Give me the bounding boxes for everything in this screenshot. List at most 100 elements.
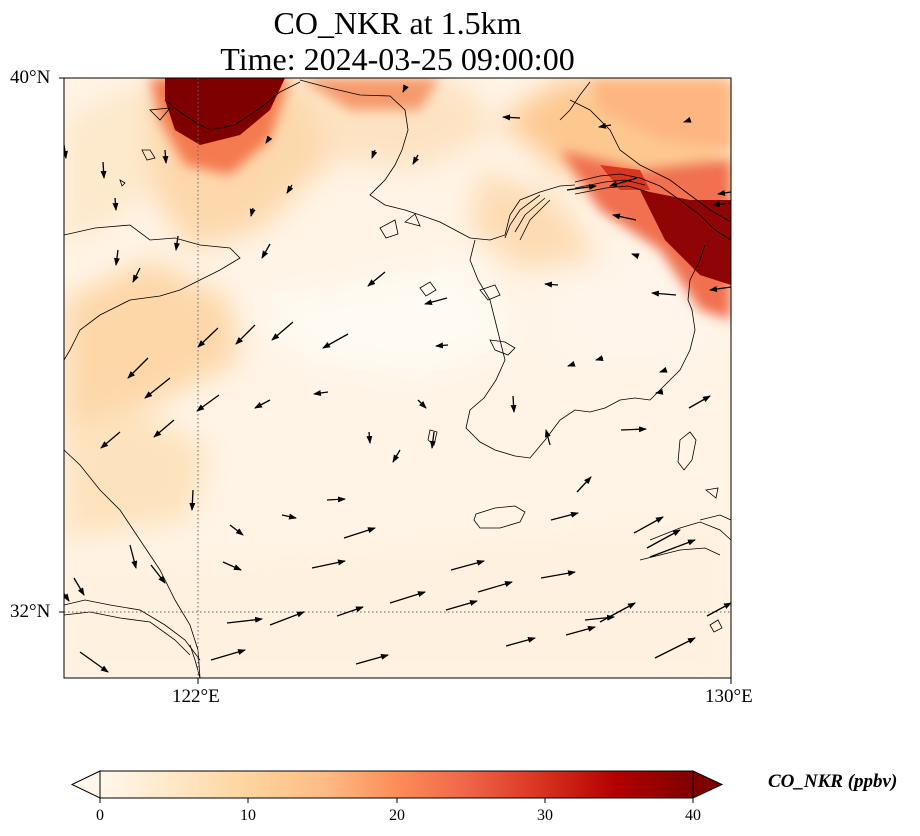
colorbar-tick-0: 0 xyxy=(96,807,104,824)
wind-vector-arrow xyxy=(100,431,121,449)
wind-vector-arrow xyxy=(654,637,696,659)
wind-vector-arrow xyxy=(235,324,256,345)
wind-vector-arrow xyxy=(343,527,376,539)
wind-vector-arrow xyxy=(649,539,696,558)
wind-vector-arrow xyxy=(144,377,171,399)
wind-vector-arrow xyxy=(550,511,579,521)
colorbar-tick-20: 20 xyxy=(389,807,405,824)
wind-vector-arrow xyxy=(584,614,615,621)
wind-vector-arrow xyxy=(567,360,576,367)
concentration-field xyxy=(64,78,731,678)
wind-vector-arrow xyxy=(113,249,120,266)
wind-vector-arrow xyxy=(322,333,349,349)
wind-vector-arrow xyxy=(269,611,305,626)
wind-vector-arrow xyxy=(659,366,668,373)
wind-vector-arrow xyxy=(655,388,664,395)
colorbar-gradient xyxy=(100,771,693,798)
lat-label-40: 40°N xyxy=(10,67,51,88)
colorbar-extend-max xyxy=(692,770,724,799)
map-title: CO_NKR at 1.5km xyxy=(273,5,522,41)
wind-vector-arrow xyxy=(355,654,389,665)
wind-vector-arrow xyxy=(646,529,681,549)
colorbar-extend-min xyxy=(70,770,101,799)
wind-vector-arrow xyxy=(64,592,70,602)
wind-vector-arrow xyxy=(226,616,263,624)
wind-vector-arrow xyxy=(281,513,297,520)
colorbar-tick-40: 40 xyxy=(685,807,701,824)
wind-vector-arrow xyxy=(153,419,175,438)
wind-vector-arrow xyxy=(229,524,244,536)
wind-vector-arrow xyxy=(450,559,485,571)
colorbar xyxy=(70,770,724,803)
gridlines xyxy=(64,78,731,678)
wind-vector-arrow xyxy=(73,577,85,596)
colorbar-label: CO_NKR (ppbv) xyxy=(768,771,898,792)
wind-vector-arrow xyxy=(717,189,731,196)
wind-vector-arrow xyxy=(271,321,294,341)
wind-vector-arrow xyxy=(100,161,107,179)
axis-ticks xyxy=(59,77,732,684)
wind-vector-arrow xyxy=(265,135,273,144)
wind-vector-arrow xyxy=(565,625,596,636)
wind-vector-arrow xyxy=(249,207,256,217)
wind-vector-arrow xyxy=(424,297,448,306)
wind-vector-arrow xyxy=(540,570,576,579)
wind-vector-arrow xyxy=(709,286,731,292)
wind-vector-arrow xyxy=(609,177,638,187)
wind-vector-arrow xyxy=(631,253,640,260)
wind-vector-arrow xyxy=(633,516,664,534)
wind-vector-arrow xyxy=(210,649,246,661)
map-frame xyxy=(63,77,732,679)
wind-vector-arrow xyxy=(132,267,141,283)
wind-vector-arrow xyxy=(197,327,219,348)
wind-vector-arrow xyxy=(189,489,196,511)
wind-vector-arrow xyxy=(683,116,692,123)
wind-vector-arrow xyxy=(417,399,427,409)
wind-vector-arrow xyxy=(505,636,536,647)
wind-vector-arrow xyxy=(371,149,378,159)
wind-vector-arrow xyxy=(112,197,119,211)
wind-vector-arrow xyxy=(174,235,180,251)
wind-vector-arrow xyxy=(598,122,612,129)
lon-label-122: 122°E xyxy=(172,686,220,707)
wind-vectors xyxy=(64,84,731,673)
colorbar-tick-10: 10 xyxy=(240,807,256,824)
wind-vector-arrow xyxy=(595,355,604,361)
wind-vector-arrow xyxy=(366,431,373,444)
wind-vector-arrow xyxy=(196,394,220,412)
wind-vector-arrow xyxy=(313,390,329,396)
colorbar-tick-30: 30 xyxy=(537,807,553,824)
wind-vector-arrow xyxy=(599,602,636,623)
wind-vector-arrow xyxy=(129,544,138,569)
wind-vector-arrow xyxy=(502,114,521,121)
wind-vector-arrow xyxy=(620,426,647,433)
wind-vector-arrow xyxy=(402,84,409,93)
map-subtitle-time: Time: 2024-03-25 09:00:00 xyxy=(220,41,575,77)
wind-vector-arrow xyxy=(127,357,149,379)
coastlines xyxy=(64,79,731,678)
wind-vector-arrow xyxy=(326,496,346,503)
wind-vector-arrow xyxy=(311,559,346,569)
wind-vector-arrow xyxy=(286,184,294,194)
wind-vector-arrow xyxy=(389,591,426,604)
wind-vector-arrow xyxy=(336,606,364,617)
wind-vector-arrow xyxy=(150,564,166,584)
wind-vector-arrow xyxy=(367,271,386,287)
wind-vector-arrow xyxy=(651,290,677,297)
wind-vector-arrow xyxy=(612,213,637,221)
wind-vector-arrow xyxy=(79,651,109,673)
wind-vector-arrow xyxy=(576,476,592,493)
wind-vector-arrow xyxy=(435,342,449,349)
wind-vector-arrow xyxy=(162,149,169,164)
lat-label-32: 32°N xyxy=(10,601,51,622)
wind-vector-arrow xyxy=(429,431,436,449)
wind-vector-arrow xyxy=(544,281,559,288)
wind-vector-arrow xyxy=(392,449,401,463)
wind-vector-arrow xyxy=(566,183,597,191)
wind-vector-arrow xyxy=(706,602,731,617)
wind-vector-arrow xyxy=(712,201,731,208)
wind-vector-arrow xyxy=(510,395,517,413)
wind-vector-arrow xyxy=(254,399,271,409)
wind-vector-arrow xyxy=(688,395,711,409)
